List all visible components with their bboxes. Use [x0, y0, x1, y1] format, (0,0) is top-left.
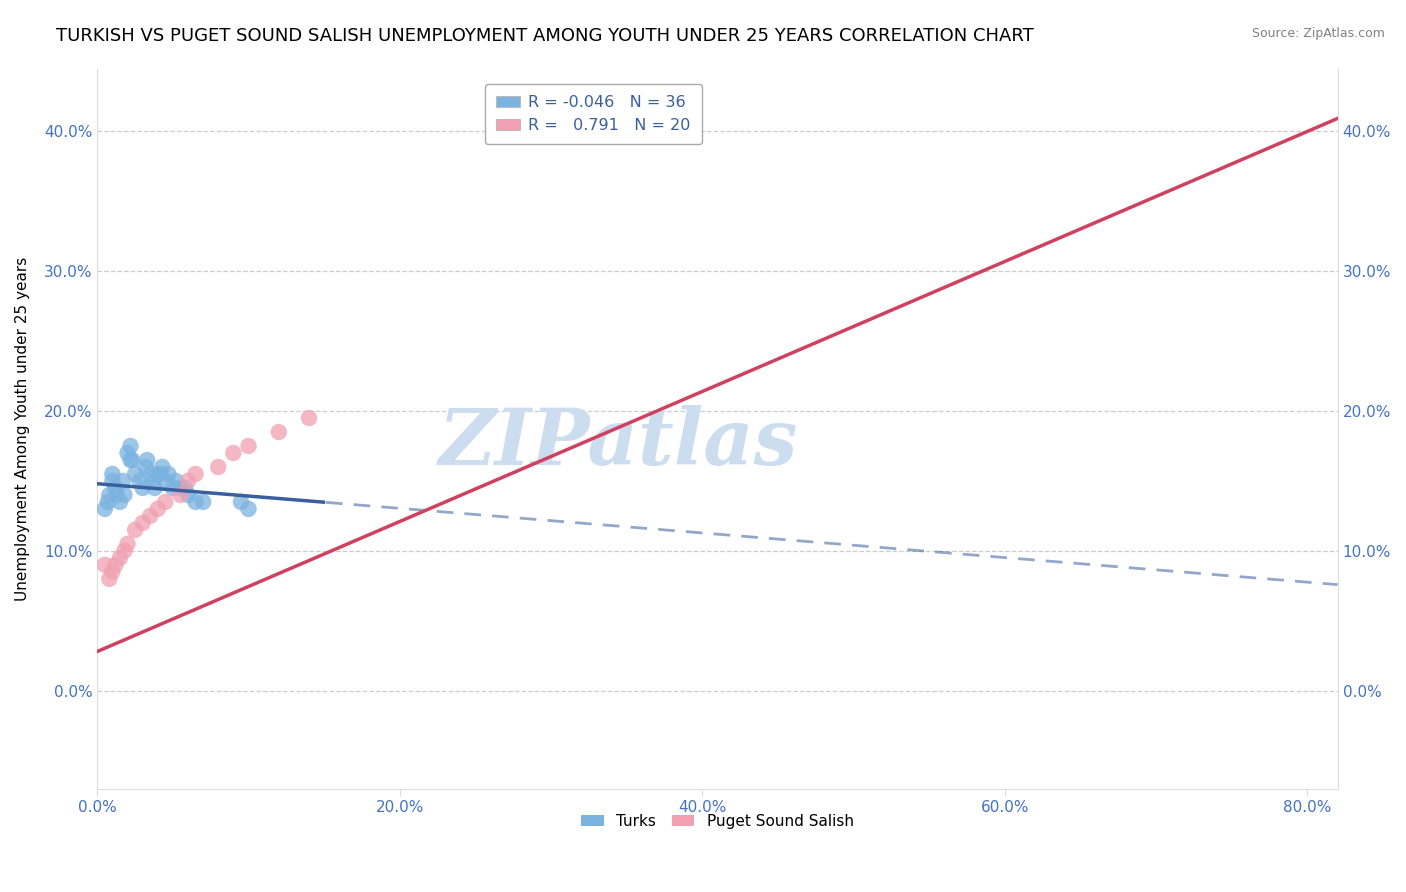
Y-axis label: Unemployment Among Youth under 25 years: Unemployment Among Youth under 25 years	[15, 256, 30, 600]
Point	[139, 508, 162, 523]
Point	[184, 495, 207, 509]
Point	[142, 474, 165, 488]
Point	[131, 516, 153, 530]
Point	[111, 474, 134, 488]
Point	[238, 439, 260, 453]
Point	[105, 488, 128, 502]
Point	[150, 460, 173, 475]
Point	[169, 488, 191, 502]
Point	[98, 488, 121, 502]
Point	[136, 453, 159, 467]
Point	[101, 565, 124, 579]
Text: TURKISH VS PUGET SOUND SALISH UNEMPLOYMENT AMONG YOUTH UNDER 25 YEARS CORRELATIO: TURKISH VS PUGET SOUND SALISH UNEMPLOYME…	[56, 27, 1033, 45]
Point	[117, 446, 139, 460]
Point	[174, 481, 197, 495]
Point	[114, 544, 136, 558]
Point	[101, 474, 124, 488]
Point	[169, 481, 191, 495]
Point	[184, 467, 207, 481]
Point	[149, 467, 172, 481]
Point	[117, 537, 139, 551]
Point	[108, 495, 131, 509]
Point	[165, 474, 187, 488]
Point	[94, 558, 117, 572]
Point	[207, 460, 229, 475]
Point	[177, 474, 200, 488]
Point	[155, 495, 177, 509]
Point	[135, 460, 157, 475]
Point	[177, 488, 200, 502]
Point	[98, 572, 121, 586]
Point	[146, 467, 169, 481]
Point	[267, 425, 290, 439]
Point	[238, 502, 260, 516]
Point	[146, 502, 169, 516]
Point	[131, 481, 153, 495]
Point	[162, 481, 184, 495]
Point	[157, 467, 180, 481]
Legend: Turks, Puget Sound Salish: Turks, Puget Sound Salish	[575, 807, 860, 835]
Point	[298, 411, 321, 425]
Point	[97, 495, 120, 509]
Text: Source: ZipAtlas.com: Source: ZipAtlas.com	[1251, 27, 1385, 40]
Point	[128, 474, 150, 488]
Point	[101, 467, 124, 481]
Point	[104, 558, 127, 572]
Point	[222, 446, 245, 460]
Point	[124, 467, 146, 481]
Point	[120, 453, 142, 467]
Point	[114, 488, 136, 502]
Point	[155, 474, 177, 488]
Point	[139, 467, 162, 481]
Point	[143, 481, 166, 495]
Point	[120, 439, 142, 453]
Point	[229, 495, 252, 509]
Point	[121, 453, 143, 467]
Point	[94, 502, 117, 516]
Point	[191, 495, 214, 509]
Point	[104, 481, 127, 495]
Text: ZIPatlas: ZIPatlas	[439, 405, 797, 481]
Point	[108, 550, 131, 565]
Point	[124, 523, 146, 537]
